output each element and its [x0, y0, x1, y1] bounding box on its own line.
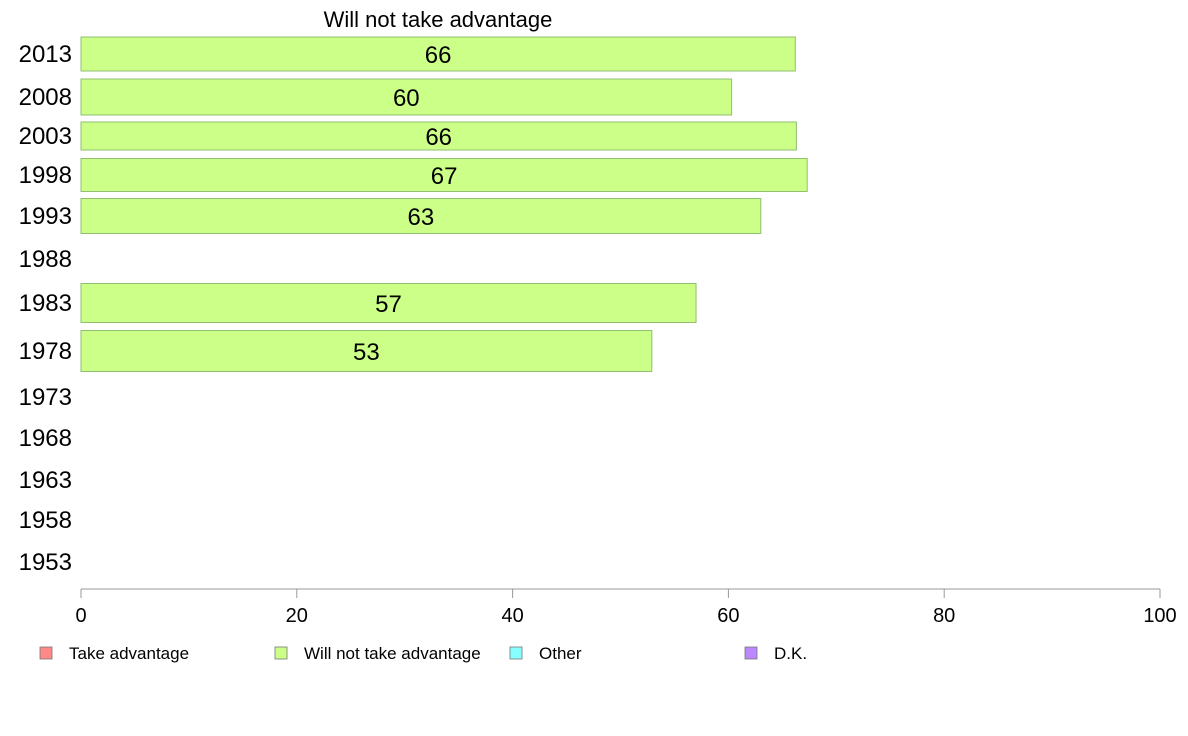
- year-label-2003: 2003: [19, 123, 72, 150]
- legend-label-1: Will not take advantage: [304, 644, 481, 663]
- legend-label-0: Take advantage: [69, 644, 189, 663]
- legend: Take advantage Will not take advantage Oth…: [39, 644, 807, 663]
- x-tick-label-20: 20: [286, 605, 308, 627]
- x-axis: 0 20 40 60 80 100: [75, 588, 1177, 627]
- legend-swatch-2: [509, 646, 523, 660]
- bar-value-label-1993: 63: [408, 204, 435, 231]
- bar-2008: [80, 78, 733, 116]
- x-tick-label-100: 100: [1143, 605, 1176, 627]
- year-label-1958: 1958: [19, 507, 72, 534]
- year-label-1973: 1973: [19, 384, 72, 411]
- bar-value-label-2008: 60: [393, 85, 420, 112]
- x-tick-label-0: 0: [75, 605, 86, 627]
- year-label-1953: 1953: [19, 549, 72, 576]
- legend-swatch-1: [274, 646, 288, 660]
- year-label-1983: 1983: [19, 290, 72, 317]
- bar-1978: [80, 330, 653, 372]
- bar-value-label-1983: 57: [375, 291, 402, 318]
- bar-2003: [80, 121, 797, 151]
- bar-value-label-2003: 66: [425, 124, 452, 151]
- bar-2013: [80, 36, 796, 72]
- bar-1993: [80, 198, 762, 234]
- year-label-1968: 1968: [19, 425, 72, 452]
- x-tick-label-40: 40: [501, 605, 523, 627]
- legend-label-3: D.K.: [774, 644, 807, 663]
- year-label-2013: 2013: [19, 41, 72, 68]
- year-label-1963: 1963: [19, 467, 72, 494]
- year-label-1993: 1993: [19, 203, 72, 230]
- x-tick-label-80: 80: [933, 605, 955, 627]
- year-label-1988: 1988: [19, 246, 72, 273]
- bar-value-label-2013: 66: [425, 42, 452, 69]
- bar-1998: [80, 158, 808, 192]
- chart-title: Will not take advantage: [324, 7, 553, 32]
- bar-1983: [80, 283, 697, 323]
- legend-swatch-3: [744, 646, 758, 660]
- year-label-1998: 1998: [19, 162, 72, 189]
- legend-label-2: Other: [539, 644, 582, 663]
- bar-value-label-1978: 53: [353, 339, 380, 366]
- legend-swatch-0: [39, 646, 53, 660]
- x-tick-label-60: 60: [717, 605, 739, 627]
- year-label-1978: 1978: [19, 338, 72, 365]
- bar-value-label-1998: 67: [431, 163, 458, 190]
- category-labels: 2013 2008 2003 1998 1993 1988 1983 1978 1973 1968…: [19, 41, 72, 576]
- year-label-2008: 2008: [19, 84, 72, 111]
